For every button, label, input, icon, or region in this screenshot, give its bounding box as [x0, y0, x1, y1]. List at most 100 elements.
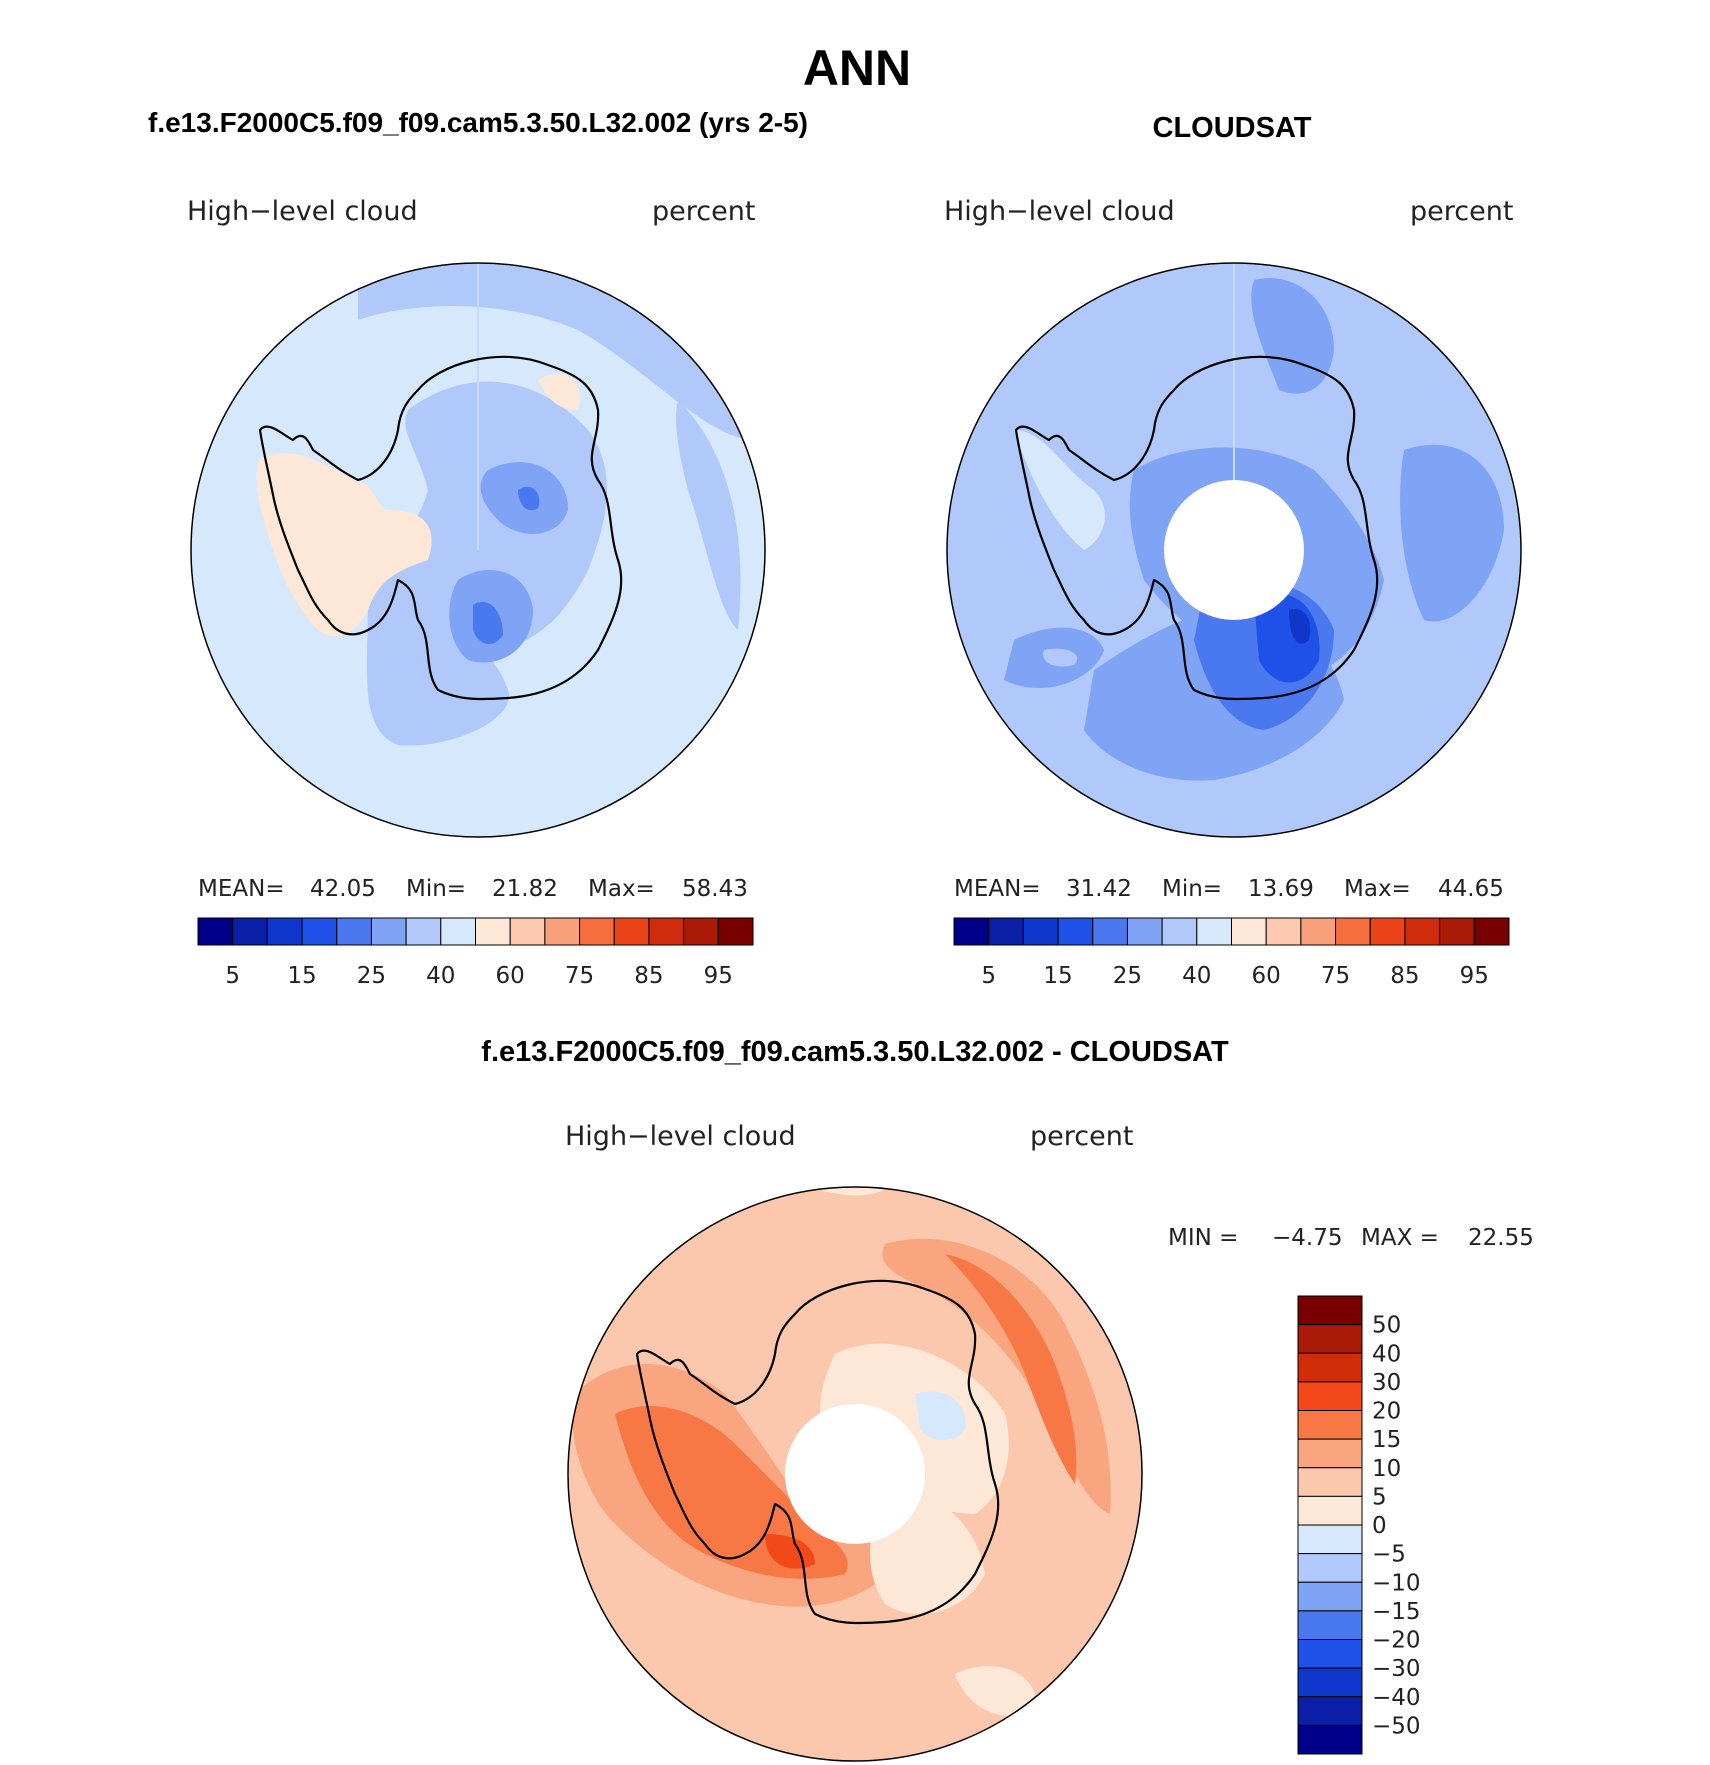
colorbar-swatch: [544, 917, 581, 946]
colorbar-tick-label: 30: [1372, 1370, 1401, 1396]
colorbar-tick-label: 5: [225, 963, 240, 989]
colorbar-tick-label: 25: [357, 963, 386, 989]
max-label: Max=: [588, 876, 655, 902]
colorbar-swatch: [1265, 917, 1302, 946]
colorbar-swatch: [1297, 1381, 1363, 1411]
colorbar-tick-label: 95: [704, 963, 733, 989]
min-value: 13.69: [1248, 876, 1314, 902]
max-label: Max=: [1344, 876, 1411, 902]
colorbar-swatch: [509, 917, 546, 946]
diff-min-value: −4.75: [1272, 1225, 1342, 1251]
colorbar-tick-label: 85: [634, 963, 663, 989]
mean-label: MEAN=: [954, 876, 1041, 902]
colorbar-swatch: [1297, 1295, 1363, 1326]
colorbar-swatch: [1092, 917, 1128, 946]
min-label: Min=: [1162, 876, 1222, 902]
panel-difference-title: f.e13.F2000C5.f09_f09.cam5.3.50.L32.002 …: [481, 1036, 1229, 1068]
colorbar-swatch: [1297, 1324, 1363, 1354]
colorbar-swatch: [301, 917, 338, 946]
diff-min-label: MIN =: [1168, 1225, 1238, 1251]
max-value: 58.43: [682, 876, 748, 902]
diff-max-label: MAX =: [1361, 1225, 1439, 1251]
mean-value: 42.05: [310, 876, 376, 902]
colorbar-tick-label: 5: [981, 963, 996, 989]
panel-cloudsat: CLOUDSAT High−level cloud percent: [944, 112, 1522, 989]
colorbar-tick-label: 20: [1372, 1399, 1401, 1425]
colorbar-tick-label: −5: [1372, 1542, 1406, 1568]
colorbar-swatch: [1300, 917, 1337, 946]
min-label: Min=: [406, 876, 466, 902]
colorbar-swatch: [1335, 917, 1371, 946]
panel-model-stats: MEAN= 42.05 Min= 21.82 Max= 58.43: [198, 876, 748, 902]
panel-difference-var-label: High−level cloud: [565, 1121, 796, 1152]
colorbar-swatch: [1369, 917, 1406, 946]
colorbar-tick-label: 60: [496, 963, 525, 989]
min-value: 21.82: [492, 876, 558, 902]
colorbar-swatch: [613, 917, 650, 946]
colorbar-tick-label: 15: [1372, 1427, 1401, 1453]
colorbar-swatch: [579, 917, 615, 946]
colorbar-swatch: [1297, 1667, 1363, 1698]
colorbar-tick-label: 15: [287, 963, 316, 989]
colorbar-swatch: [1297, 1352, 1363, 1383]
colorbar-tick-label: 10: [1372, 1456, 1401, 1482]
colorbar-swatch: [1297, 1724, 1363, 1755]
colorbar-swatch: [405, 917, 442, 946]
figure-title: ANN: [803, 40, 911, 96]
colorbar-tick-label: 5: [1372, 1484, 1387, 1510]
colorbar-swatch: [953, 917, 990, 946]
colorbar-swatch: [232, 917, 268, 946]
antarctica-coastline-cloudsat: [1014, 355, 1379, 701]
colorbar-tick-label: 85: [1390, 963, 1419, 989]
colorbar-swatch: [1196, 917, 1232, 946]
colorbar-tick-label: −40: [1372, 1685, 1421, 1711]
colorbar-swatch: [336, 917, 372, 946]
colorbar-swatch: [1404, 917, 1441, 946]
colorbar-swatch: [1231, 917, 1267, 946]
panel-model: f.e13.F2000C5.f09_f09.cam5.3.50.L32.002 …: [148, 107, 808, 989]
colorbar-tick-label: −15: [1372, 1599, 1421, 1625]
colorbar-tick-label: 75: [1321, 963, 1350, 989]
diff-max-value: 22.55: [1468, 1225, 1534, 1251]
colorbar-swatch: [1297, 1524, 1363, 1555]
colorbar-tick-label: 40: [1372, 1341, 1401, 1367]
colorbar-tick-label: 40: [426, 963, 455, 989]
colorbar-swatch: [1439, 917, 1475, 946]
antarctica-coastline-model: [258, 355, 623, 701]
colorbar-swatch: [1473, 917, 1510, 946]
panel-cloudsat-var-label: High−level cloud: [944, 196, 1175, 227]
panel-difference-units: percent: [1030, 1121, 1133, 1152]
panel-model-units: percent: [652, 196, 755, 227]
colorbar-swatch: [197, 917, 234, 946]
colorbar-swatch: [475, 917, 511, 946]
colorbar-swatch: [1297, 1639, 1363, 1669]
panel-cloudsat-title: CLOUDSAT: [1153, 112, 1312, 144]
colorbar-tick-label: 25: [1113, 963, 1142, 989]
colorbar-swatch: [1297, 1581, 1363, 1612]
colorbar-swatch: [648, 917, 685, 946]
colorbar-swatch: [266, 917, 303, 946]
colorbar-cloudsat: 5 15 25 40 60 75 85 95: [953, 917, 1510, 989]
colorbar-model: 5 15 25 40 60 75 85 95: [197, 917, 754, 989]
colorbar-swatch: [440, 917, 476, 946]
colorbar-swatch: [1057, 917, 1094, 946]
colorbar-swatch: [1126, 917, 1163, 946]
polar-map-difference: [567, 1186, 1143, 1762]
panel-model-title: f.e13.F2000C5.f09_f09.cam5.3.50.L32.002 …: [148, 107, 808, 138]
panel-model-var-label: High−level cloud: [187, 196, 418, 227]
panel-difference: f.e13.F2000C5.f09_f09.cam5.3.50.L32.002 …: [481, 1036, 1534, 1762]
polar-map-cloudsat: [946, 262, 1522, 838]
colorbar-tick-label: 60: [1252, 963, 1281, 989]
max-value: 44.65: [1438, 876, 1504, 902]
colorbar-swatch: [1297, 1610, 1363, 1640]
colorbar-tick-label: 40: [1182, 963, 1211, 989]
panel-cloudsat-units: percent: [1410, 196, 1513, 227]
panel-cloudsat-stats: MEAN= 31.42 Min= 13.69 Max= 44.65: [954, 876, 1504, 902]
colorbar-swatch: [1161, 917, 1198, 946]
antarctica-coastline-difference: [635, 1279, 1000, 1625]
colorbar-swatch: [1022, 917, 1059, 946]
difference-stats: MIN = −4.75 MAX = 22.55: [1168, 1225, 1534, 1251]
mean-value: 31.42: [1066, 876, 1132, 902]
colorbar-tick-label: −20: [1372, 1628, 1421, 1654]
colorbar-swatch: [683, 917, 719, 946]
